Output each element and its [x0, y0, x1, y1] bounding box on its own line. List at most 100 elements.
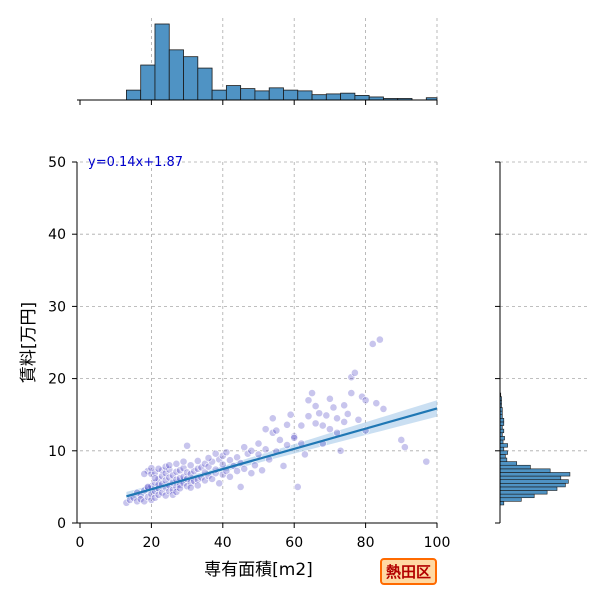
scatter-point: [261, 425, 270, 434]
right-hist-bar: [499, 446, 505, 452]
scatter-point: [240, 443, 249, 452]
right-hist-bar: [499, 493, 535, 499]
scatter-point: [308, 389, 316, 397]
scatter-point: [315, 409, 324, 418]
scatter-point: [286, 410, 295, 419]
scatter-point: [304, 412, 313, 421]
scatter-point: [350, 368, 359, 377]
scatter-point: [340, 401, 349, 410]
scatter-point: [301, 450, 309, 459]
scatter-point: [172, 459, 181, 468]
scatter-point: [261, 445, 270, 454]
scatter-point: [254, 450, 263, 459]
scatter-point: [397, 436, 406, 444]
scatter-point: [251, 461, 259, 470]
scatter-point: [329, 403, 338, 412]
x-tick-label: 100: [424, 535, 451, 551]
right-hist-bar: [499, 497, 522, 502]
scatter-point: [154, 464, 163, 473]
y-tick-label: 30: [48, 299, 66, 315]
right-hist-bar: [499, 482, 566, 488]
scatter-point: [422, 457, 431, 466]
top-hist-bar: [197, 67, 213, 101]
scatter-point: [276, 436, 284, 444]
scatter-point: [236, 482, 245, 491]
scatter-point: [361, 396, 370, 405]
right-hist-bar: [499, 490, 548, 495]
right-hist-bar: [499, 421, 505, 426]
scatter-point: [379, 405, 388, 413]
scatter-point: [165, 461, 174, 470]
right-hist-bar: [499, 457, 508, 462]
scatter-point: [233, 467, 241, 475]
scatter-point: [279, 462, 288, 470]
top-hist-bar: [354, 95, 370, 101]
scatter-point: [186, 483, 195, 492]
top-hist-bar: [183, 56, 199, 101]
right-hist-bar: [499, 428, 505, 434]
right-hist-bar: [499, 464, 531, 470]
scatter-point: [204, 454, 213, 462]
x-tick-label: 60: [285, 535, 303, 551]
scatter-point: [258, 466, 266, 475]
top-hist-bar: [240, 88, 256, 101]
scatter-point: [179, 457, 188, 466]
scatter-point: [208, 475, 216, 483]
y-tick-label: 40: [48, 227, 66, 243]
scatter-point: [318, 421, 327, 430]
scatter-point: [140, 470, 149, 478]
right-hist-bar: [499, 475, 562, 480]
scatter-point: [400, 443, 409, 452]
top-hist-bar: [340, 92, 356, 101]
right-hist-bar: [499, 418, 505, 423]
area-badge: 熱田区: [380, 558, 438, 585]
scatter-point: [240, 464, 249, 473]
y-axis-label: 賃料[万円]: [19, 302, 39, 383]
scatter-point: [268, 414, 277, 423]
y-tick-label: 50: [48, 155, 66, 171]
top-hist-bar: [140, 64, 156, 101]
top-hist-bar: [126, 89, 142, 101]
top-hist-bar: [225, 85, 242, 101]
top-hist-bar: [325, 93, 342, 101]
x-tick-label: 0: [76, 535, 85, 551]
scatter-point: [218, 460, 227, 469]
top-hist-bar: [154, 23, 170, 101]
scatter-point: [272, 426, 281, 435]
scatter-point: [297, 421, 306, 430]
right-hist-bar: [499, 501, 505, 506]
right-hist-bar: [499, 472, 571, 477]
scatter-point: [325, 425, 334, 434]
scatter-point: [304, 396, 313, 405]
scatter-point: [325, 394, 334, 403]
scatter-point: [322, 411, 331, 420]
scatter-point: [347, 389, 356, 397]
scatter-point: [247, 469, 256, 478]
top-hist-bar: [168, 49, 184, 101]
scatter-point: [233, 453, 241, 462]
scatter-point: [215, 479, 224, 488]
y-tick-label: 10: [48, 444, 66, 460]
scatter-point: [375, 335, 384, 344]
scatter-point: [186, 461, 195, 470]
scatter-point: [147, 464, 156, 473]
scatter-point: [193, 457, 202, 465]
scatter-point: [293, 482, 302, 491]
scatter-point: [222, 448, 231, 457]
scatter-point: [311, 402, 320, 410]
scatter-point: [340, 418, 349, 426]
scatter-point: [254, 439, 263, 448]
scatter-point: [183, 441, 191, 450]
right-hist-bar: [499, 461, 518, 466]
top-hist-bar: [311, 94, 327, 101]
scatter-point: [372, 399, 381, 408]
scatter-point: [211, 449, 220, 458]
regression-line: [126, 407, 438, 498]
x-tick-label: 20: [142, 535, 160, 551]
regression-band: [126, 400, 437, 501]
scatter-point: [336, 446, 345, 455]
scatter-point: [151, 474, 159, 483]
scatter-point: [226, 472, 234, 481]
right-hist-bar: [499, 486, 558, 491]
